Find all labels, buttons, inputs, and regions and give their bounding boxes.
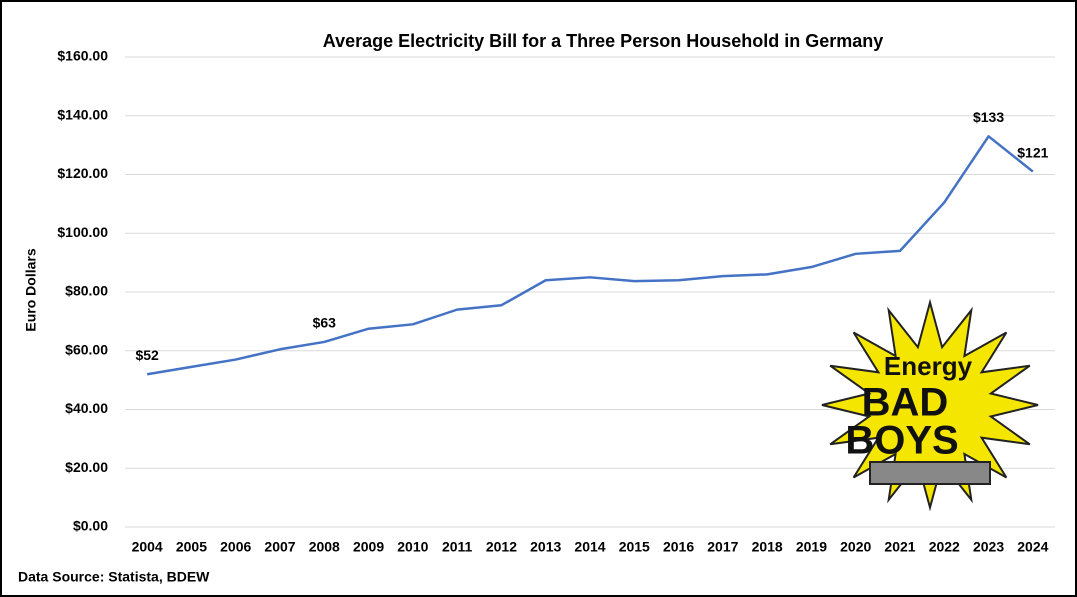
y-tick-label: $140.00 bbox=[57, 106, 108, 122]
y-axis-label: Euro Dollars bbox=[23, 248, 39, 331]
y-tick-label: $80.00 bbox=[65, 283, 108, 299]
data-label: $121 bbox=[1017, 144, 1048, 160]
x-tick-label: 2012 bbox=[486, 539, 517, 555]
data-line bbox=[146, 135, 1034, 376]
x-tick-label: 2020 bbox=[840, 539, 871, 555]
logo-text: BOYS bbox=[845, 419, 958, 463]
logo-text: Energy bbox=[884, 351, 973, 381]
x-tick-label: 2005 bbox=[176, 539, 207, 555]
x-tick-label: 2021 bbox=[884, 539, 915, 555]
y-tick-label: $60.00 bbox=[65, 341, 108, 357]
x-tick-label: 2023 bbox=[973, 539, 1004, 555]
logo-base bbox=[869, 461, 991, 485]
x-tick-label: 2006 bbox=[220, 539, 251, 555]
y-tick-label: $20.00 bbox=[65, 459, 108, 475]
x-tick-label: 2015 bbox=[619, 539, 650, 555]
x-tick-label: 2008 bbox=[309, 539, 340, 555]
x-tick-label: 2004 bbox=[132, 539, 163, 555]
x-tick-label: 2016 bbox=[663, 539, 694, 555]
x-tick-label: 2011 bbox=[442, 539, 473, 555]
y-tick-label: $0.00 bbox=[73, 518, 108, 534]
x-tick-label: 2013 bbox=[530, 539, 561, 555]
data-label: $52 bbox=[135, 347, 159, 363]
x-tick-label: 2014 bbox=[574, 539, 605, 555]
x-tick-label: 2009 bbox=[353, 539, 384, 555]
x-tick-label: 2019 bbox=[796, 539, 827, 555]
y-tick-label: $120.00 bbox=[57, 165, 108, 181]
x-tick-label: 2007 bbox=[264, 539, 295, 555]
logo-text: BAD bbox=[862, 381, 949, 425]
x-tick-label: 2024 bbox=[1017, 539, 1048, 555]
x-tick-label: 2022 bbox=[929, 539, 960, 555]
y-tick-label: $100.00 bbox=[57, 224, 108, 240]
x-tick-label: 2010 bbox=[397, 539, 428, 555]
x-tick-label: 2017 bbox=[707, 539, 738, 555]
x-tick-label: 2018 bbox=[752, 539, 783, 555]
y-tick-label: $160.00 bbox=[57, 48, 108, 64]
source-note: Data Source: Statista, BDEW bbox=[18, 569, 210, 585]
data-label: $133 bbox=[973, 109, 1004, 125]
y-tick-label: $40.00 bbox=[65, 400, 108, 416]
chart-title: Average Electricity Bill for a Three Per… bbox=[323, 31, 884, 51]
logo-starburst bbox=[821, 298, 1039, 512]
data-label: $63 bbox=[313, 315, 337, 331]
